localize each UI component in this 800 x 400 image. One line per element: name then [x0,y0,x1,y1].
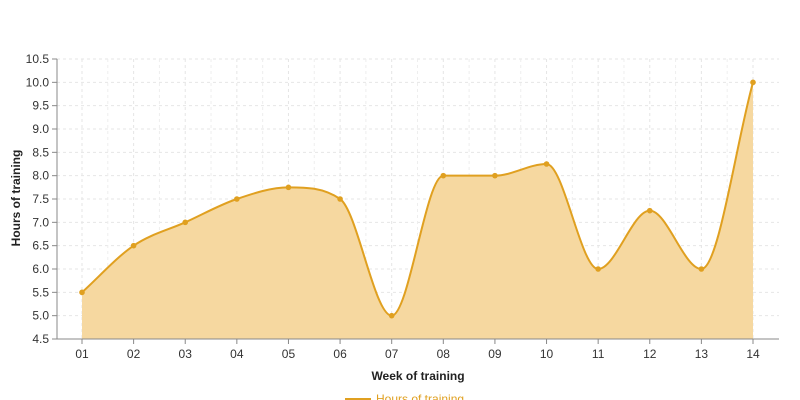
y-tick-label: 8.0 [32,169,49,183]
x-tick-label: 10 [540,347,554,361]
y-tick-label: 5.0 [32,309,49,323]
x-tick-label: 04 [230,347,244,361]
series-line [81,82,754,317]
data-point [130,242,137,249]
x-tick-label: 08 [437,347,451,361]
x-tick-labels: 01 02 03 04 05 06 07 08 09 10 11 12 13 14 [75,347,760,361]
data-point [698,266,705,272]
series-area-fill [82,82,753,339]
x-tick-label: 03 [179,347,193,361]
data-point [646,207,653,214]
data-point [750,79,756,86]
legend-label-hours-of-training: Hours of training [376,392,464,400]
x-tick-label: 01 [75,347,89,361]
x-tick-label: 14 [746,347,760,361]
x-tick-label: 09 [488,347,502,361]
x-axis-title: Week of training [371,369,464,383]
y-tick-label: 4.5 [32,332,49,346]
data-point [285,184,292,191]
y-tick-label: 6.5 [32,239,49,253]
y-tick-labels: 4.5 5.0 5.5 6.0 6.5 7.0 7.5 8.0 8.5 9.0 9.5 10.0 10.… [26,52,50,346]
data-point [182,219,189,226]
x-tick-label: 11 [592,347,605,361]
y-tick-label: 6.0 [32,262,49,276]
axes [52,58,779,344]
series-area-layer [81,82,754,339]
y-axis-title: Hours of training [9,150,23,247]
y-tick-label: 10.0 [26,75,50,89]
data-point [337,196,343,202]
legend: Hours of training [345,392,464,400]
x-tick-label: 12 [643,347,657,361]
y-tick-label: 5.5 [32,285,49,299]
data-point [492,172,498,179]
x-tick-label: 13 [695,347,709,361]
data-point [440,172,447,179]
data-point [543,161,550,167]
data-point [79,289,85,296]
y-tick-label: 10.5 [26,52,50,66]
y-tick-label: 7.0 [32,215,49,229]
y-tick-label: 8.5 [32,145,49,159]
data-point [234,196,240,202]
y-tick-label: 7.5 [32,192,49,206]
data-points [79,79,756,319]
y-tick-label: 9.5 [32,99,49,113]
x-tick-label: 05 [282,347,296,361]
x-tick-label: 02 [127,347,141,361]
x-tick-label: 06 [333,347,347,361]
data-point [595,266,601,272]
x-tick-label: 07 [385,347,399,361]
y-tick-label: 9.0 [32,122,49,136]
data-point [388,312,395,319]
